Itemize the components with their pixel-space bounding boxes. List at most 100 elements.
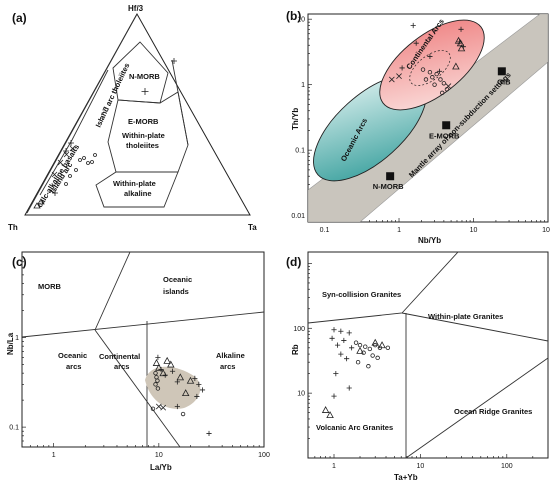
samples-cross-group — [52, 58, 177, 196]
label-wpt-2: tholeiites — [126, 141, 159, 150]
label-oi-2: islands — [163, 287, 189, 296]
sample-marker-cross — [162, 372, 168, 378]
label-ia-thol: Island arc tholeiites — [94, 62, 132, 129]
apex-top: Hf/3 — [128, 4, 144, 13]
axis-label-y-d: Rb — [291, 344, 300, 355]
sample-marker-circle — [363, 344, 368, 349]
y-tick-label: 10 — [297, 391, 305, 398]
label-oa-2: arcs — [66, 362, 81, 371]
sample-marker-cross — [158, 366, 164, 373]
samples-x-group — [51, 145, 76, 178]
sample-marker-circle — [434, 71, 439, 77]
label-wpa-2: alkaline — [124, 189, 152, 198]
sample-marker-x — [396, 73, 402, 80]
x-tick-label: 100 — [542, 227, 550, 234]
sample-marker-x — [160, 404, 167, 411]
sample-marker-x — [388, 76, 395, 83]
label-syn: Syn-collision Granites — [322, 290, 401, 299]
sample-marker-circle — [420, 67, 426, 72]
sample-marker-circle — [375, 355, 380, 361]
sample-marker-circle — [366, 364, 371, 369]
reference-label: OIB — [497, 77, 511, 86]
sample-marker-triangle — [167, 360, 175, 368]
sample-marker-cross — [155, 354, 161, 360]
sample-marker-cross — [329, 335, 335, 341]
label-vag: Volcanic Arc Granites — [316, 423, 393, 432]
sample-marker-cross — [436, 68, 443, 74]
sample-marker-circle — [444, 87, 450, 92]
sample-marker-triangle — [452, 62, 460, 70]
panel-b-label: (b) — [286, 9, 301, 23]
reference-label: N-MORB — [373, 182, 404, 191]
sample-marker-circle — [438, 77, 443, 82]
panel-c-label: (c) — [12, 255, 27, 269]
sample-marker-circle — [153, 382, 158, 387]
sample-marker-circle — [361, 350, 366, 355]
sample-marker-cross — [338, 328, 344, 334]
panel-c-shaded-field — [145, 366, 201, 409]
samples-d — [321, 327, 391, 419]
sample-marker-triangle — [371, 338, 379, 346]
sample-marker-cross — [331, 393, 337, 399]
sample-marker-cross — [458, 26, 464, 32]
sample-marker-cross — [174, 403, 180, 410]
label-ca-1: Continental — [99, 352, 140, 361]
plot-frame-c — [21, 251, 265, 448]
reference-points: N-MORB E-MORB OIB — [373, 67, 511, 191]
sample-marker-triangle — [155, 363, 163, 371]
apex-right: Ta — [248, 223, 257, 232]
ternary-field-boundaries — [26, 13, 189, 214]
sample-marker-circle — [432, 82, 437, 87]
sample-envelope — [409, 50, 451, 86]
label-nmorb: N-MORB — [129, 72, 160, 81]
sample-marker-circle — [180, 411, 186, 417]
sample-marker-circle — [155, 378, 160, 383]
sample-marker-cross — [334, 342, 341, 348]
axis-label-x-d: Ta+Yb — [394, 473, 418, 482]
sample-marker-cross — [206, 430, 212, 437]
x-tick-label: 10 — [416, 463, 424, 470]
sample-marker-triangle — [163, 356, 171, 364]
sample-marker-cross — [333, 371, 339, 377]
sample-marker-cross — [413, 40, 419, 46]
sample-marker-cross — [331, 327, 337, 333]
sample-marker-triangle — [181, 389, 190, 397]
x-tick-label: 100 — [258, 452, 270, 459]
panel-d: (d) 1 10 100 10 100 Rb Ta+Yb Syn-collision G… — [286, 251, 549, 482]
reference-marker-e-morb — [442, 121, 451, 130]
sample-marker-circle — [155, 386, 161, 391]
sample-marker-triangle — [326, 411, 334, 419]
sample-marker-triangle — [321, 406, 330, 413]
sample-marker-circle — [353, 340, 359, 345]
y-tick-label: 0.1 — [9, 425, 19, 432]
sample-marker-triangle — [456, 39, 465, 47]
panel-d-field-lines — [307, 251, 549, 459]
sample-marker-triangle — [176, 373, 185, 381]
sample-marker-circle — [150, 406, 156, 412]
sample-marker-cross — [410, 22, 416, 29]
sample-marker-triangle — [159, 369, 167, 377]
sample-marker-cross — [338, 351, 344, 357]
sample-marker-cross — [169, 368, 176, 374]
plot-frame-b — [307, 13, 549, 223]
y-tick-label: 100 — [293, 326, 305, 333]
x-tick-label: 10 — [470, 227, 478, 234]
sample-marker-circle — [440, 90, 445, 96]
reference-label: E-MORB — [429, 131, 460, 140]
sample-marker-circle — [430, 75, 435, 80]
sample-marker-circle — [370, 353, 375, 358]
plot-frame-d — [307, 251, 549, 459]
axes-c: 1 10 100 0.1 1 — [9, 251, 270, 459]
label-emorb: E-MORB — [128, 117, 159, 126]
sample-marker-cross — [344, 356, 350, 362]
sample-marker-cross — [196, 381, 202, 387]
sample-marker-circle — [427, 70, 433, 75]
label-calc-alkaline: calc-alkaline basalts — [35, 143, 81, 209]
sample-marker-cross — [199, 387, 206, 393]
sample-marker-cross — [192, 375, 198, 381]
sample-marker-circle — [385, 345, 391, 351]
sample-marker-circle — [441, 81, 447, 86]
